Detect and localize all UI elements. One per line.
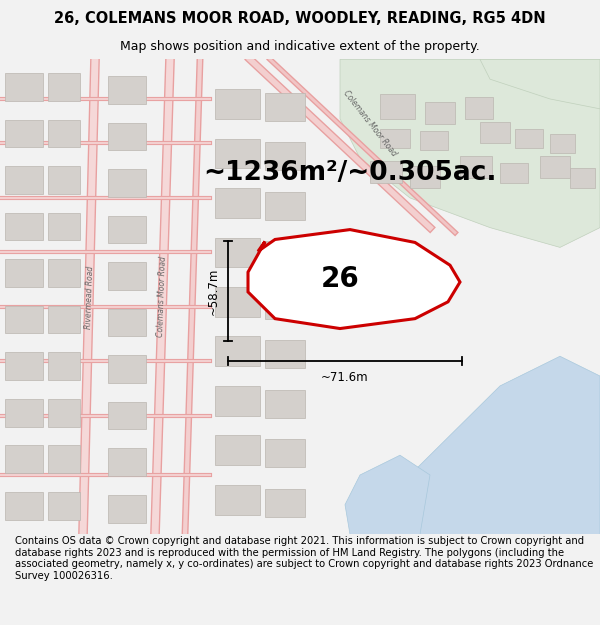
- Bar: [540, 156, 570, 178]
- Bar: [108, 495, 146, 522]
- Bar: [215, 386, 260, 416]
- Bar: [108, 216, 146, 243]
- Bar: [5, 352, 43, 380]
- Text: ~71.6m: ~71.6m: [321, 371, 369, 384]
- Bar: [265, 241, 305, 269]
- Bar: [108, 448, 146, 476]
- Text: Map shows position and indicative extent of the property.: Map shows position and indicative extent…: [120, 41, 480, 53]
- Text: Colemans Moor Road: Colemans Moor Road: [156, 256, 168, 338]
- Bar: [108, 122, 146, 151]
- Polygon shape: [480, 59, 600, 109]
- Bar: [420, 131, 448, 151]
- Bar: [215, 485, 260, 514]
- Bar: [380, 94, 415, 119]
- Text: 26: 26: [320, 265, 359, 293]
- Polygon shape: [345, 455, 430, 534]
- Polygon shape: [248, 229, 460, 329]
- Text: Colemans Moor Road: Colemans Moor Road: [341, 89, 398, 158]
- Text: 26, COLEMANS MOOR ROAD, WOODLEY, READING, RG5 4DN: 26, COLEMANS MOOR ROAD, WOODLEY, READING…: [54, 11, 546, 26]
- Bar: [265, 291, 305, 319]
- Bar: [215, 188, 260, 218]
- Bar: [108, 262, 146, 290]
- Bar: [5, 213, 43, 241]
- Text: Rivermead Road: Rivermead Road: [85, 265, 95, 329]
- Bar: [5, 445, 43, 473]
- Bar: [265, 192, 305, 219]
- Polygon shape: [390, 356, 600, 534]
- Bar: [265, 439, 305, 467]
- Bar: [370, 161, 402, 183]
- Bar: [215, 436, 260, 465]
- Bar: [265, 489, 305, 516]
- Bar: [48, 306, 80, 334]
- Bar: [265, 390, 305, 418]
- Bar: [48, 120, 80, 148]
- Bar: [108, 309, 146, 336]
- Text: ~58.7m: ~58.7m: [207, 268, 220, 315]
- Bar: [265, 142, 305, 170]
- Bar: [5, 166, 43, 194]
- Bar: [48, 166, 80, 194]
- Bar: [460, 156, 492, 178]
- Bar: [48, 73, 80, 101]
- Bar: [5, 399, 43, 426]
- Bar: [465, 97, 493, 119]
- Bar: [550, 134, 575, 153]
- Bar: [500, 163, 528, 183]
- Bar: [48, 352, 80, 380]
- Text: Contains OS data © Crown copyright and database right 2021. This information is : Contains OS data © Crown copyright and d…: [15, 536, 593, 581]
- Bar: [108, 169, 146, 197]
- Polygon shape: [340, 59, 600, 248]
- Bar: [48, 259, 80, 287]
- Bar: [108, 402, 146, 429]
- Bar: [265, 341, 305, 368]
- Bar: [215, 139, 260, 168]
- Bar: [48, 213, 80, 241]
- Bar: [265, 93, 305, 121]
- Bar: [215, 89, 260, 119]
- Bar: [410, 166, 440, 188]
- Bar: [425, 102, 455, 124]
- Bar: [5, 259, 43, 287]
- Bar: [48, 492, 80, 519]
- Bar: [5, 73, 43, 101]
- Bar: [380, 129, 410, 148]
- Bar: [215, 238, 260, 268]
- Bar: [5, 492, 43, 519]
- Text: ~1236m²/~0.305ac.: ~1236m²/~0.305ac.: [203, 160, 497, 186]
- Bar: [48, 399, 80, 426]
- Bar: [480, 122, 510, 144]
- Bar: [570, 168, 595, 188]
- Bar: [515, 129, 543, 148]
- Bar: [108, 76, 146, 104]
- Bar: [215, 336, 260, 366]
- Bar: [108, 355, 146, 383]
- Bar: [5, 306, 43, 334]
- Bar: [5, 120, 43, 148]
- Bar: [48, 445, 80, 473]
- Bar: [215, 287, 260, 317]
